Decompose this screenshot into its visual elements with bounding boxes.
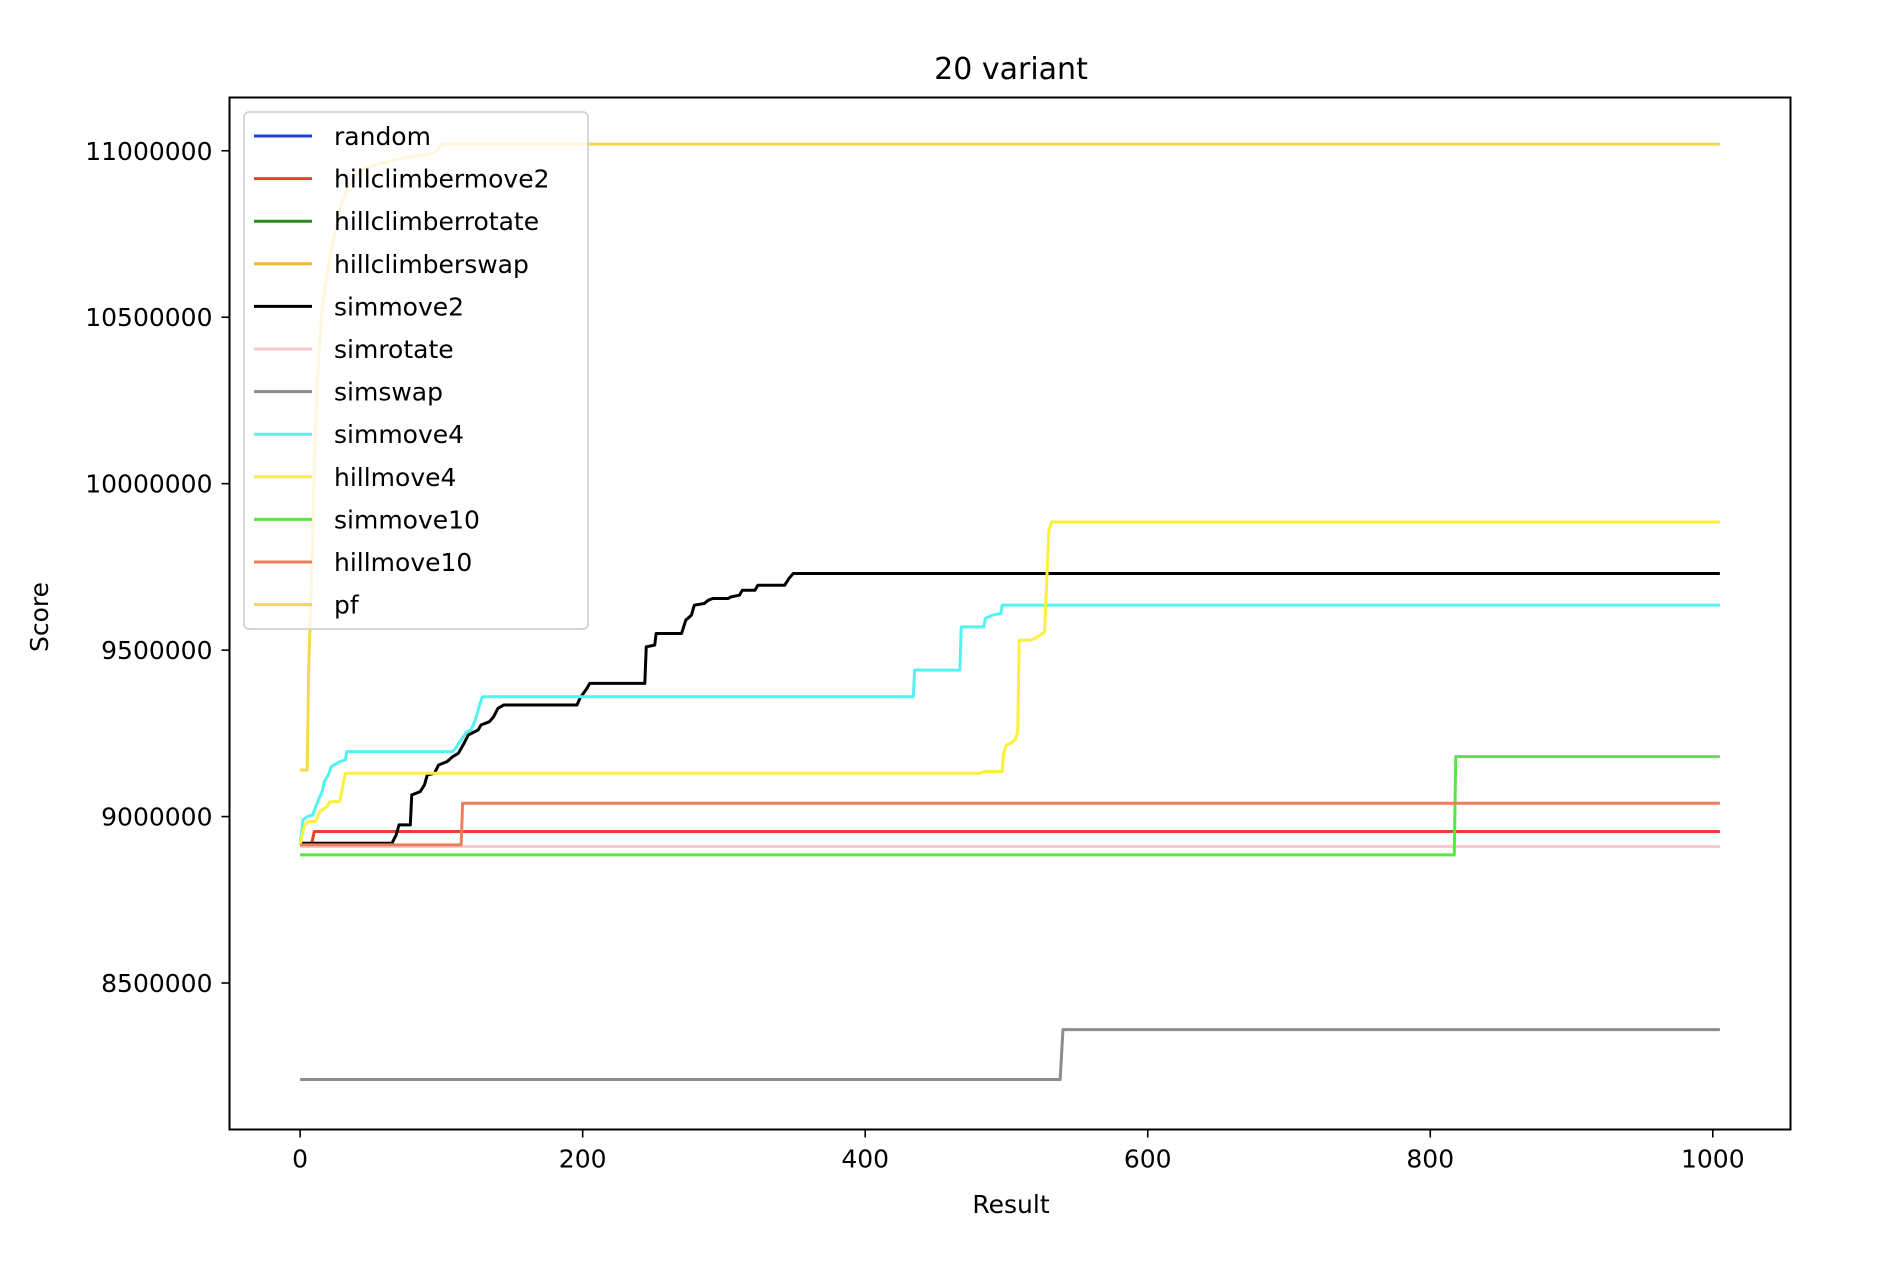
y-tick-label: 9000000	[101, 803, 212, 832]
y-axis-label: Score	[25, 582, 54, 652]
chart-title: 20 variant	[934, 52, 1088, 87]
y-axis: 8500000 9000000 9500000 10000000 10500000 110…	[85, 137, 230, 998]
y-tick-label: 10000000	[85, 470, 212, 499]
legend-label-hillclimberswap: hillclimberswap	[334, 250, 529, 279]
legend-box	[243, 111, 589, 630]
y-tick-label: 10500000	[85, 303, 212, 332]
x-axis: 0 200 400 600 800 1000	[292, 1129, 1745, 1174]
series-line-hillmove4	[298, 520, 1720, 846]
legend-label-hillclimberrotate: hillclimberrotate	[334, 207, 539, 236]
series-line-simmove10	[300, 755, 1720, 857]
x-tick-label: 0	[292, 1145, 308, 1174]
legend-label-simrotate: simrotate	[334, 335, 454, 364]
x-tick-label: 200	[559, 1145, 607, 1174]
series-line-hillmove10	[300, 801, 1720, 847]
y-tick-label: 8500000	[101, 969, 212, 998]
x-tick-label: 600	[1124, 1145, 1172, 1174]
series-line-simswap	[300, 1028, 1720, 1082]
legend-label-simmove2: simmove2	[334, 292, 464, 321]
x-tick-label: 800	[1406, 1145, 1454, 1174]
x-axis-label: Result	[972, 1190, 1049, 1219]
legend-label-hillmove10: hillmove10	[334, 548, 472, 577]
legend-label-random: random	[334, 122, 431, 151]
legend-label-pf: pf	[334, 591, 360, 620]
legend-label-simswap: simswap	[334, 378, 443, 407]
series-line-simmove2	[300, 572, 1720, 845]
plot-frame	[228, 96, 1792, 1131]
x-tick-label: 400	[841, 1145, 889, 1174]
legend-label-simmove4: simmove4	[334, 420, 464, 449]
y-tick-label: 9500000	[101, 636, 212, 665]
y-tick-label: 11000000	[85, 137, 212, 166]
series-line-simmove4	[298, 603, 1720, 846]
legend: random hillclimbermove2 hillclimberrotate h…	[243, 111, 589, 630]
legend-label-simmove10: simmove10	[334, 505, 480, 534]
legend-label-hillclimbermove2: hillclimbermove2	[334, 165, 550, 194]
x-tick-label: 1000	[1681, 1145, 1745, 1174]
legend-label-hillmove4: hillmove4	[334, 463, 456, 492]
